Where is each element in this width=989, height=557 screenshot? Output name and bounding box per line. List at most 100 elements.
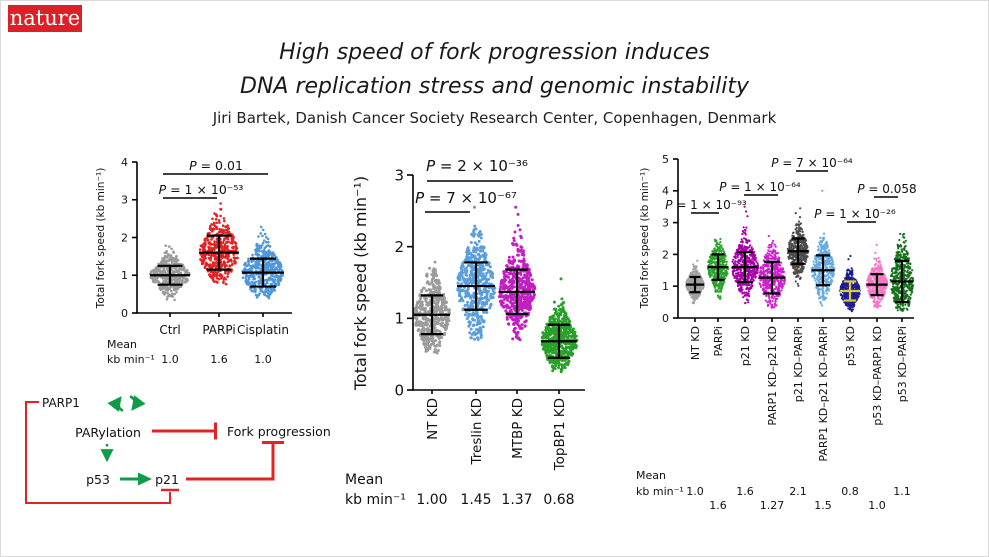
svg-text:P = 1 × 10⁻⁵³: P = 1 × 10⁻⁵³: [159, 182, 244, 197]
error-bar-Treslin KD: [457, 261, 495, 311]
p-value-annotation: P = 2 × 10⁻³⁶: [426, 157, 528, 182]
y-tick-label: 1: [394, 310, 404, 328]
p-value-annotation: P = 0.01: [163, 158, 268, 175]
mean-value: 1.6: [736, 485, 754, 498]
category-label: p53 KD–PARPi: [896, 326, 909, 402]
y-tick-label: 1: [121, 269, 128, 282]
mean-value: 1.6: [709, 499, 727, 512]
p53-label: p53: [86, 472, 110, 487]
category-label: Cisplatin: [237, 323, 289, 337]
error-bar-MTBP KD: [498, 268, 536, 316]
arrow-p53-p21: [120, 472, 152, 486]
y-tick-label: 1: [662, 280, 669, 293]
figure-title-line2: DNA replication stress and genomic insta…: [240, 74, 749, 99]
svg-text:P = 0.01: P = 0.01: [189, 158, 243, 173]
mean-value: 1.1: [893, 485, 911, 498]
error-bar-NT KD: [413, 294, 451, 336]
p21-label: p21: [155, 472, 179, 487]
category-label: PARPi: [202, 323, 235, 337]
fork-progression-label: Fork progression: [227, 424, 331, 439]
mean-row-title: Mean: [107, 338, 137, 351]
mean-value: 1.0: [868, 499, 886, 512]
mean-value: 1.6: [210, 353, 228, 366]
error-bar-p53 KD: [840, 280, 860, 302]
inhibition-arrow-parp1-p21: [25, 401, 171, 504]
category-label: TopBP1 KD: [552, 398, 568, 471]
category-label: p21 KD–PARPi: [792, 326, 805, 402]
p-value-annotation: P = 7 × 10⁻⁶⁴: [771, 156, 853, 172]
category-label: Ctrl: [159, 323, 180, 337]
y-axis-label: Total fork speed (kb min⁻¹): [95, 168, 107, 310]
chart-drug-treatment: 0 1 2 3 4 Total fork speed (kb min⁻¹) Ctrl PARP…: [95, 156, 292, 366]
chart-licensing-factor-kd: 0 1 2 3 Total fork speed (kb min⁻¹) NT KD Tres…: [345, 157, 585, 508]
category-label: p53 KD: [844, 326, 857, 366]
y-tick-label: 5: [662, 153, 669, 166]
category-label: PARP1 KD–p21 KD: [766, 326, 779, 426]
error-bar-PARPi: [199, 234, 239, 271]
mean-row-unit: kb min⁻¹: [636, 485, 684, 498]
mean-value: 1.45: [460, 492, 491, 508]
p-value-annotation: P = 1 × 10⁻⁹³: [665, 198, 747, 214]
error-bar-PARP1 KD–p21 KD: [758, 260, 786, 295]
axes: [407, 174, 585, 394]
author-line: Jiri Bartek, Danish Cancer Society Resea…: [212, 109, 777, 127]
cycle-arrow-icon: [107, 395, 146, 412]
mean-value: 1.0: [686, 485, 704, 498]
y-tick-label: 4: [121, 156, 128, 169]
dot-cloud-p21 KD: [731, 205, 760, 305]
category-label: NT KD: [425, 398, 441, 440]
error-bar-p21 KD–PARPi: [787, 237, 809, 266]
dot-cloud-Treslin KD: [456, 205, 497, 341]
mean-row-unit: kb min⁻¹: [107, 353, 155, 366]
error-bar-Cisplatin: [242, 257, 284, 288]
p-value-annotation: P = 1 × 10⁻⁵³: [159, 182, 244, 199]
error-bar-PARP1 KD–p21 KD–PARPi: [811, 254, 835, 287]
category-label: MTBP KD: [510, 398, 526, 459]
mean-value: 1.27: [760, 499, 785, 512]
error-bar-Ctrl: [150, 264, 190, 286]
y-tick-label: 4: [662, 185, 669, 198]
mean-value: 1.5: [814, 499, 832, 512]
mean-value: 0.68: [543, 492, 574, 508]
parylation-label: PARylation: [75, 425, 141, 440]
error-bar-PARPi: [707, 253, 729, 281]
category-label: NT KD: [689, 326, 702, 360]
y-tick-label: 2: [662, 248, 669, 261]
y-tick-label: 2: [121, 231, 128, 244]
mean-value: 2.1: [789, 485, 807, 498]
y-tick-label: 0: [662, 312, 669, 325]
svg-text:P = 7 × 10⁻⁶⁷: P = 7 × 10⁻⁶⁷: [415, 189, 517, 207]
category-label: p53 KD–PARP1 KD: [871, 326, 884, 426]
p-value-annotation: P = 1 × 10⁻²⁶: [814, 207, 896, 223]
y-tick-label: 0: [121, 307, 128, 320]
nature-logo-text: nature: [9, 6, 81, 30]
y-tick-label: 3: [121, 194, 128, 207]
mean-row-title: Mean: [636, 469, 666, 482]
y-axis-label: Total fork speed (kb min⁻¹): [639, 168, 651, 310]
mean-value: 0.8: [841, 485, 859, 498]
nature-logo: nature: [8, 5, 82, 32]
error-bar-p53 KD–PARP1 KD: [866, 273, 888, 297]
mean-value: 1.0: [161, 353, 179, 366]
axes: [132, 161, 292, 317]
y-axis-label: Total fork speed (kb min⁻¹): [351, 176, 370, 391]
pathway-diagram: PARP1 PARylation Fork progression p53 p2…: [25, 395, 331, 504]
error-bar-p53 KD–PARPi: [890, 259, 914, 304]
category-label: PARP1 KD–p21 KD–PARPi: [817, 326, 830, 462]
svg-text:P = 2 × 10⁻³⁶: P = 2 × 10⁻³⁶: [426, 157, 528, 175]
inhibition-arrow-parylation-fork: [152, 422, 217, 440]
y-tick-label: 2: [394, 238, 404, 256]
y-tick-label: 3: [662, 216, 669, 229]
category-label: PARPi: [712, 326, 725, 357]
category-label: Treslin KD: [469, 398, 485, 465]
mean-value: 1.0: [254, 353, 272, 366]
chart-parp1-p53-p21-kd: 0 1 2 3 4 5 Total fork speed (kb min⁻¹) NT KD PA…: [636, 153, 917, 512]
mean-row-unit: kb min⁻¹: [345, 492, 406, 508]
figure-title-line1: High speed of fork progression induces: [279, 40, 710, 65]
category-label: p21 KD: [739, 326, 752, 366]
p-value-annotation: P = 1 × 10⁻⁶⁴: [719, 180, 801, 196]
error-bar-NT KD: [686, 275, 704, 294]
dot-cloud-PARP1 KD–p21 KD–PARPi: [810, 189, 836, 307]
mean-row-title: Mean: [345, 472, 383, 488]
